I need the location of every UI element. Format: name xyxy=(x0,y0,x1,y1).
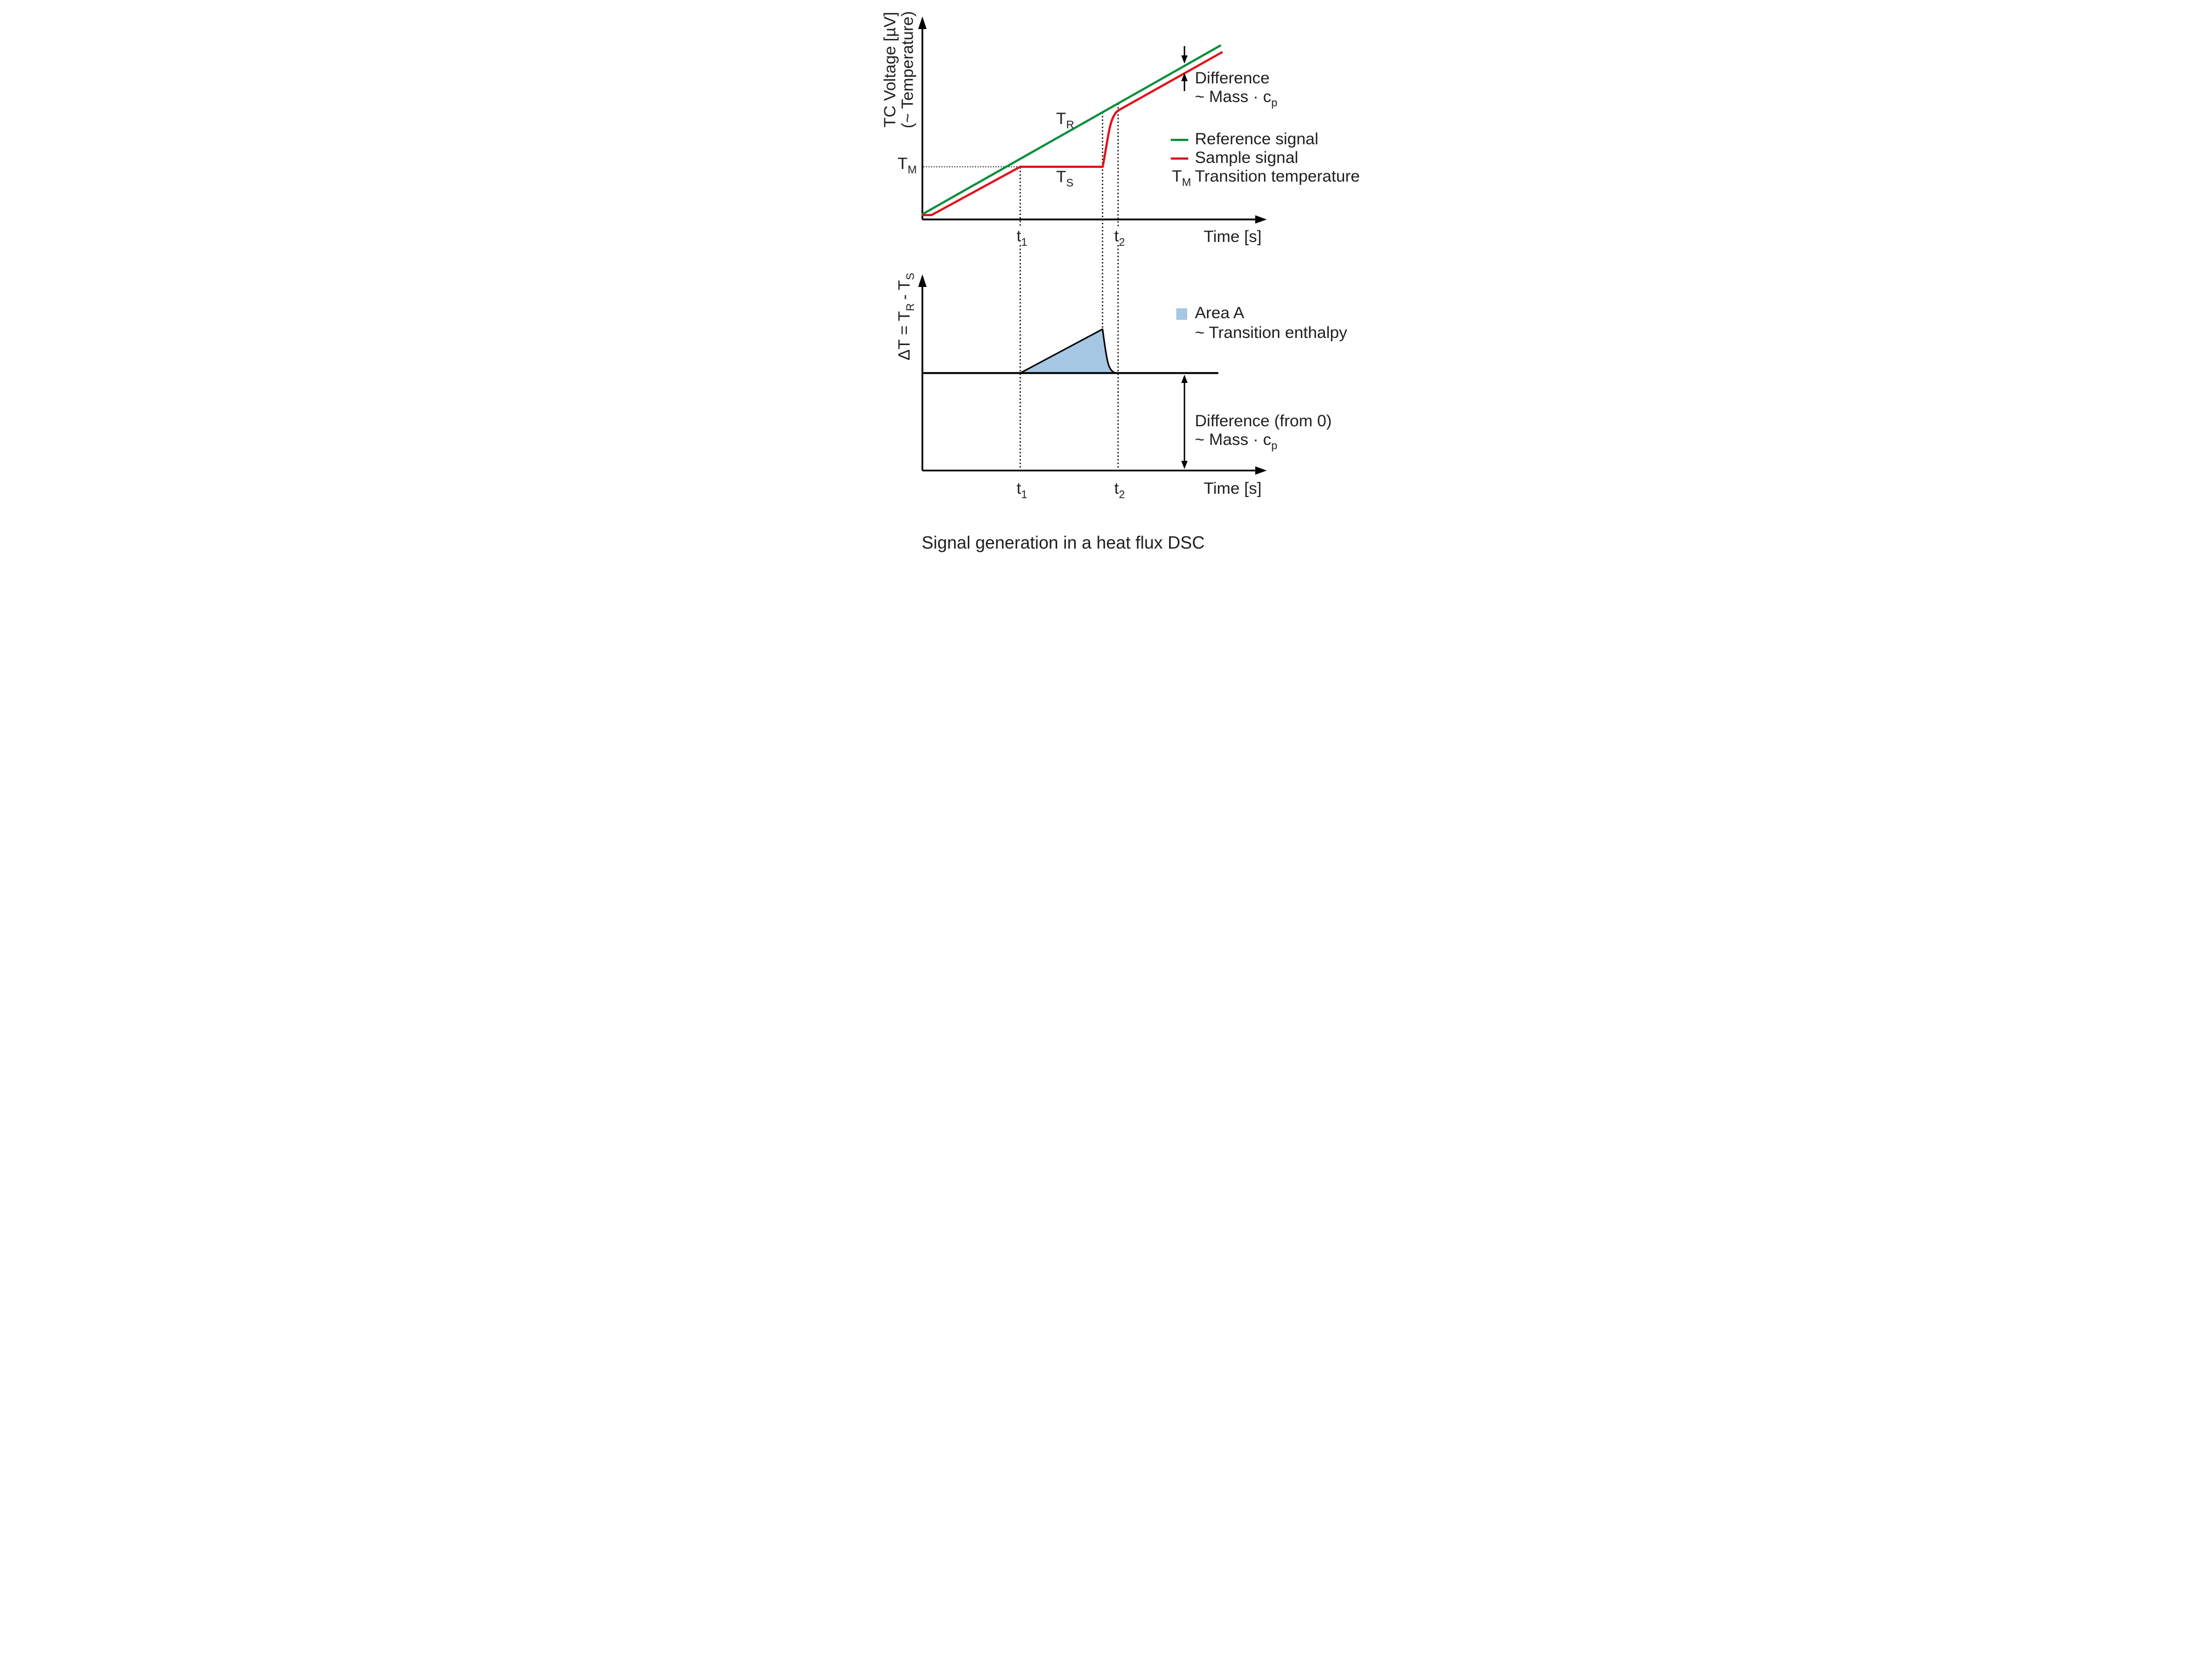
top-plot: Difference ~ Mass · cp TR TS TM t1 t2 TC… xyxy=(881,11,1360,471)
bottom-y-axis-arrowhead-icon xyxy=(918,274,927,287)
top-t2-tick-label: t2 xyxy=(1114,227,1125,249)
bottom-difference-note-line2: ~ Mass · cp xyxy=(1195,431,1277,452)
offset-arrow-up-icon xyxy=(1181,375,1188,383)
difference-down-arrow-icon xyxy=(1181,55,1188,64)
sample-curve-label: TS xyxy=(1056,168,1074,189)
difference-up-arrow-icon xyxy=(1181,73,1188,81)
top-y-axis-title-line2: (~ Temperature) xyxy=(899,11,917,128)
top-x-axis-arrowhead-icon xyxy=(1255,215,1267,224)
legend-sample-label: Sample signal xyxy=(1195,149,1298,167)
reference-signal-line xyxy=(921,44,1221,216)
difference-indicator xyxy=(1181,46,1188,91)
top-y-axis-arrowhead-icon xyxy=(918,16,927,29)
dsc-diagram-canvas: Difference ~ Mass · cp TR TS TM t1 t2 TC… xyxy=(881,11,1360,552)
sample-signal-line xyxy=(921,51,1223,216)
offset-arrow-down-icon xyxy=(1181,461,1188,469)
offset-indicator xyxy=(1181,375,1188,469)
bottom-plot: Difference (from 0) ~ Mass · cp Area A ~… xyxy=(895,273,1347,501)
bottom-t1-tick-label: t1 xyxy=(1017,479,1027,501)
bottom-x-axis-arrowhead-icon xyxy=(1255,466,1267,475)
area-legend-line2: ~ Transition enthalpy xyxy=(1195,324,1347,342)
top-difference-note-line1: Difference xyxy=(1195,69,1269,87)
bottom-x-axis-title: Time [s] xyxy=(1204,479,1262,498)
top-x-axis-title: Time [s] xyxy=(1204,228,1262,246)
area-legend: Area A ~ Transition enthalpy xyxy=(1176,304,1347,342)
bottom-y-axis-title: ΔT = TR- TS xyxy=(895,273,917,360)
area-legend-swatch-icon xyxy=(1176,308,1187,320)
bottom-difference-note-line1: Difference (from 0) xyxy=(1195,412,1332,430)
top-y-axis-title-line1: TC Voltage [µV] xyxy=(881,12,899,128)
tm-axis-label: TM xyxy=(898,155,917,176)
top-difference-note-line2: ~ Mass · cp xyxy=(1195,88,1277,109)
bottom-t2-tick-label: t2 xyxy=(1114,479,1125,501)
area-legend-line1: Area A xyxy=(1195,304,1244,322)
dsc-signal-figure: Difference ~ Mass · cp TR TS TM t1 t2 TC… xyxy=(737,0,1475,553)
transition-enthalpy-area xyxy=(1019,328,1118,374)
top-legend: Reference signal Sample signal TM Transi… xyxy=(1171,130,1360,189)
reference-curve-label: TR xyxy=(1056,110,1074,131)
legend-tm-label: Transition temperature xyxy=(1195,167,1360,185)
legend-tm-symbol: TM xyxy=(1172,167,1191,189)
figure-caption: Signal generation in a heat flux DSC xyxy=(922,533,1205,552)
top-t1-tick-label: t1 xyxy=(1017,227,1027,249)
legend-reference-label: Reference signal xyxy=(1195,130,1318,148)
